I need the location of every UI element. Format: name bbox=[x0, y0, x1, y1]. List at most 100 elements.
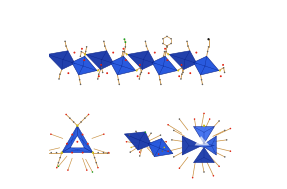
Circle shape bbox=[224, 130, 225, 131]
Circle shape bbox=[146, 45, 147, 47]
Circle shape bbox=[124, 51, 125, 52]
Circle shape bbox=[98, 74, 100, 75]
Circle shape bbox=[94, 157, 95, 158]
Circle shape bbox=[192, 177, 193, 178]
Circle shape bbox=[224, 72, 225, 73]
Circle shape bbox=[165, 51, 167, 52]
Circle shape bbox=[59, 74, 61, 75]
Circle shape bbox=[170, 38, 172, 40]
Circle shape bbox=[66, 143, 67, 144]
Circle shape bbox=[42, 48, 44, 50]
Circle shape bbox=[125, 41, 126, 43]
Circle shape bbox=[222, 64, 223, 65]
Circle shape bbox=[86, 46, 87, 48]
Circle shape bbox=[224, 72, 225, 73]
Circle shape bbox=[123, 38, 125, 40]
Circle shape bbox=[139, 151, 140, 153]
Circle shape bbox=[79, 79, 80, 81]
Circle shape bbox=[81, 51, 82, 52]
Circle shape bbox=[162, 38, 164, 40]
Circle shape bbox=[162, 38, 163, 39]
Circle shape bbox=[81, 51, 82, 52]
Circle shape bbox=[180, 78, 182, 80]
Circle shape bbox=[64, 41, 66, 42]
Circle shape bbox=[44, 150, 46, 152]
Circle shape bbox=[126, 141, 127, 142]
Circle shape bbox=[148, 72, 150, 74]
Circle shape bbox=[181, 64, 182, 65]
Circle shape bbox=[154, 52, 156, 53]
Circle shape bbox=[56, 167, 57, 168]
Circle shape bbox=[181, 74, 183, 75]
Circle shape bbox=[58, 166, 59, 167]
Circle shape bbox=[179, 167, 180, 169]
Polygon shape bbox=[77, 126, 93, 153]
Circle shape bbox=[166, 45, 168, 47]
Polygon shape bbox=[182, 136, 202, 155]
Circle shape bbox=[178, 70, 179, 71]
Circle shape bbox=[97, 78, 98, 79]
Circle shape bbox=[135, 131, 137, 132]
Circle shape bbox=[224, 156, 226, 158]
Circle shape bbox=[150, 132, 152, 134]
Circle shape bbox=[203, 113, 205, 114]
Circle shape bbox=[218, 120, 220, 122]
Circle shape bbox=[45, 53, 47, 55]
Circle shape bbox=[192, 177, 193, 178]
Circle shape bbox=[135, 131, 136, 132]
Circle shape bbox=[140, 67, 141, 68]
Circle shape bbox=[203, 171, 205, 173]
Polygon shape bbox=[152, 56, 177, 75]
Circle shape bbox=[58, 162, 59, 163]
Circle shape bbox=[85, 51, 86, 52]
Circle shape bbox=[164, 51, 165, 52]
Circle shape bbox=[81, 48, 83, 50]
Polygon shape bbox=[62, 147, 93, 153]
Circle shape bbox=[73, 52, 75, 53]
Circle shape bbox=[203, 125, 205, 127]
Circle shape bbox=[44, 59, 46, 61]
Circle shape bbox=[139, 64, 141, 66]
Circle shape bbox=[223, 67, 224, 68]
Circle shape bbox=[82, 152, 84, 153]
Circle shape bbox=[87, 143, 88, 144]
Circle shape bbox=[41, 56, 42, 57]
Polygon shape bbox=[202, 136, 216, 155]
Circle shape bbox=[82, 134, 83, 135]
Polygon shape bbox=[195, 144, 214, 147]
Circle shape bbox=[106, 72, 108, 74]
Circle shape bbox=[145, 132, 146, 133]
Circle shape bbox=[97, 78, 98, 80]
Circle shape bbox=[207, 51, 208, 52]
Circle shape bbox=[125, 46, 126, 48]
Circle shape bbox=[230, 150, 231, 152]
Polygon shape bbox=[194, 147, 214, 163]
Circle shape bbox=[80, 56, 81, 57]
Circle shape bbox=[167, 150, 169, 152]
Circle shape bbox=[45, 152, 47, 153]
Circle shape bbox=[186, 41, 188, 42]
Circle shape bbox=[80, 84, 81, 85]
Circle shape bbox=[129, 134, 130, 136]
Circle shape bbox=[160, 134, 161, 136]
Polygon shape bbox=[148, 138, 173, 157]
Circle shape bbox=[102, 72, 103, 73]
Circle shape bbox=[136, 70, 137, 71]
Circle shape bbox=[97, 152, 99, 153]
Circle shape bbox=[59, 157, 61, 158]
Circle shape bbox=[84, 117, 86, 119]
Circle shape bbox=[101, 67, 102, 68]
Circle shape bbox=[226, 139, 227, 141]
Circle shape bbox=[102, 72, 103, 73]
Circle shape bbox=[187, 45, 189, 47]
Circle shape bbox=[56, 152, 57, 153]
Circle shape bbox=[164, 51, 165, 52]
Circle shape bbox=[58, 166, 59, 167]
Circle shape bbox=[101, 67, 102, 68]
Circle shape bbox=[139, 74, 141, 75]
Circle shape bbox=[154, 52, 155, 53]
Circle shape bbox=[170, 43, 172, 44]
Circle shape bbox=[201, 79, 202, 80]
Circle shape bbox=[213, 175, 214, 176]
Circle shape bbox=[196, 52, 197, 53]
